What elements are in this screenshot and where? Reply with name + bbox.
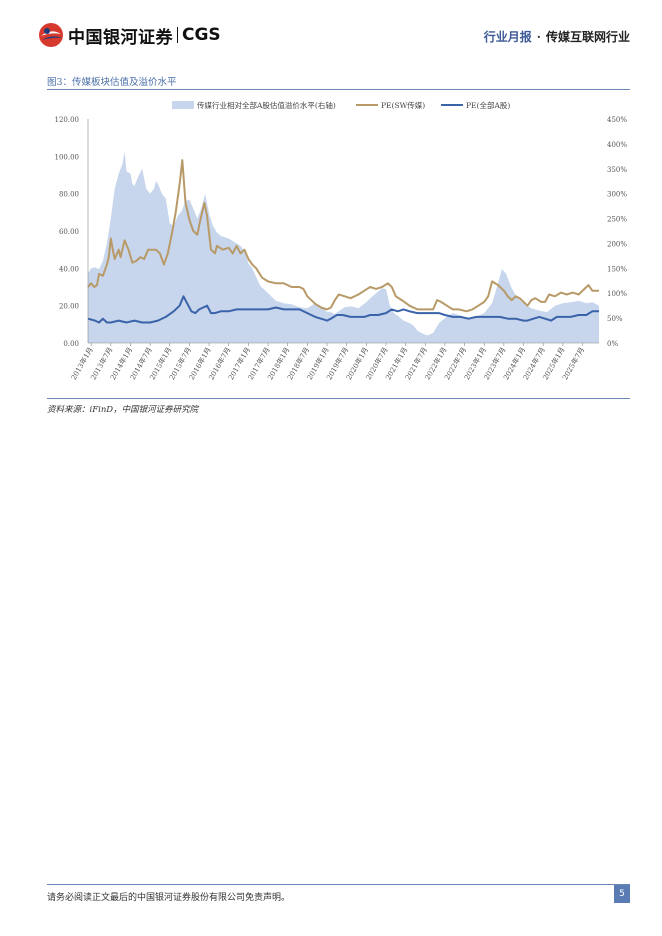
industry-name: 传媒互联网行业: [545, 30, 630, 44]
logo-en-text: CGS: [182, 25, 221, 45]
y-right-tick-label: 0%: [607, 340, 618, 348]
y-right-tick-label: 300%: [607, 191, 627, 199]
y-left-tick-label: 20.00: [59, 303, 79, 311]
legend-label: 传媒行业相对全部A股估值溢价水平(右轴): [197, 100, 336, 110]
pe-sw-media-line: [87, 159, 599, 313]
logo-separator: [177, 27, 178, 43]
page-header: 中国银河证券 CGS 行业月报 · 传媒互联网行业: [0, 0, 662, 60]
pe-all-a-line: [87, 295, 599, 324]
cgs-logo: 中国银河证券 CGS: [38, 22, 221, 48]
premium-area: [88, 151, 599, 343]
legend-label: PE(全部A股): [466, 100, 510, 110]
cgs-logo-icon: [39, 23, 63, 47]
figure-title: 图3：传媒板块估值及溢价水平: [47, 77, 177, 88]
y-left-tick-label: 60.00: [59, 228, 79, 236]
y-left-tick-label: 80.00: [59, 191, 79, 199]
y-left-tick-label: 0.00: [63, 340, 79, 348]
y-right-tick-label: 200%: [607, 240, 627, 248]
page-number: 5: [614, 885, 630, 903]
chart-legend: 传媒行业相对全部A股估值溢价水平(右轴) PE(SW传媒) PE(全部A股): [172, 100, 510, 110]
footer-rule: [47, 884, 630, 885]
y-right-tick-label: 450%: [607, 116, 627, 124]
figure-bottom-rule: [47, 398, 630, 399]
legend-swatch-area: [172, 101, 194, 109]
pe-lines-layer: [87, 159, 599, 324]
y-left-tick-label: 120.00: [55, 116, 80, 124]
footer-disclaimer: 请务必阅读正文最后的中国银河证券股份有限公司免责声明。: [47, 893, 291, 903]
y-right-tick-label: 250%: [607, 216, 627, 224]
y-right-tick-label: 100%: [607, 290, 627, 298]
y-right-tick-label: 400%: [607, 141, 627, 149]
y-left-tick-label: 100.00: [55, 153, 80, 161]
report-type: 行业月报: [483, 30, 532, 44]
logo-cn-text: 中国银河证券: [68, 27, 173, 48]
y-right-tick-label: 50%: [607, 315, 623, 323]
header-separator: ·: [536, 30, 541, 44]
figure-top-rule: [47, 89, 630, 90]
figure-source: 资料来源：iFinD，中国银河证券研究院: [47, 405, 199, 415]
y-right-tick-label: 350%: [607, 166, 627, 174]
y-left-tick-label: 40.00: [59, 265, 79, 273]
y-right-tick-label: 150%: [607, 265, 627, 273]
valuation-chart: 传媒行业相对全部A股估值溢价水平(右轴) PE(SW传媒) PE(全部A股) 0.0…: [55, 100, 628, 381]
legend-label: PE(SW传媒): [381, 100, 425, 110]
report-header-label: 行业月报 · 传媒互联网行业: [484, 28, 630, 45]
premium-area-layer: [88, 151, 599, 343]
